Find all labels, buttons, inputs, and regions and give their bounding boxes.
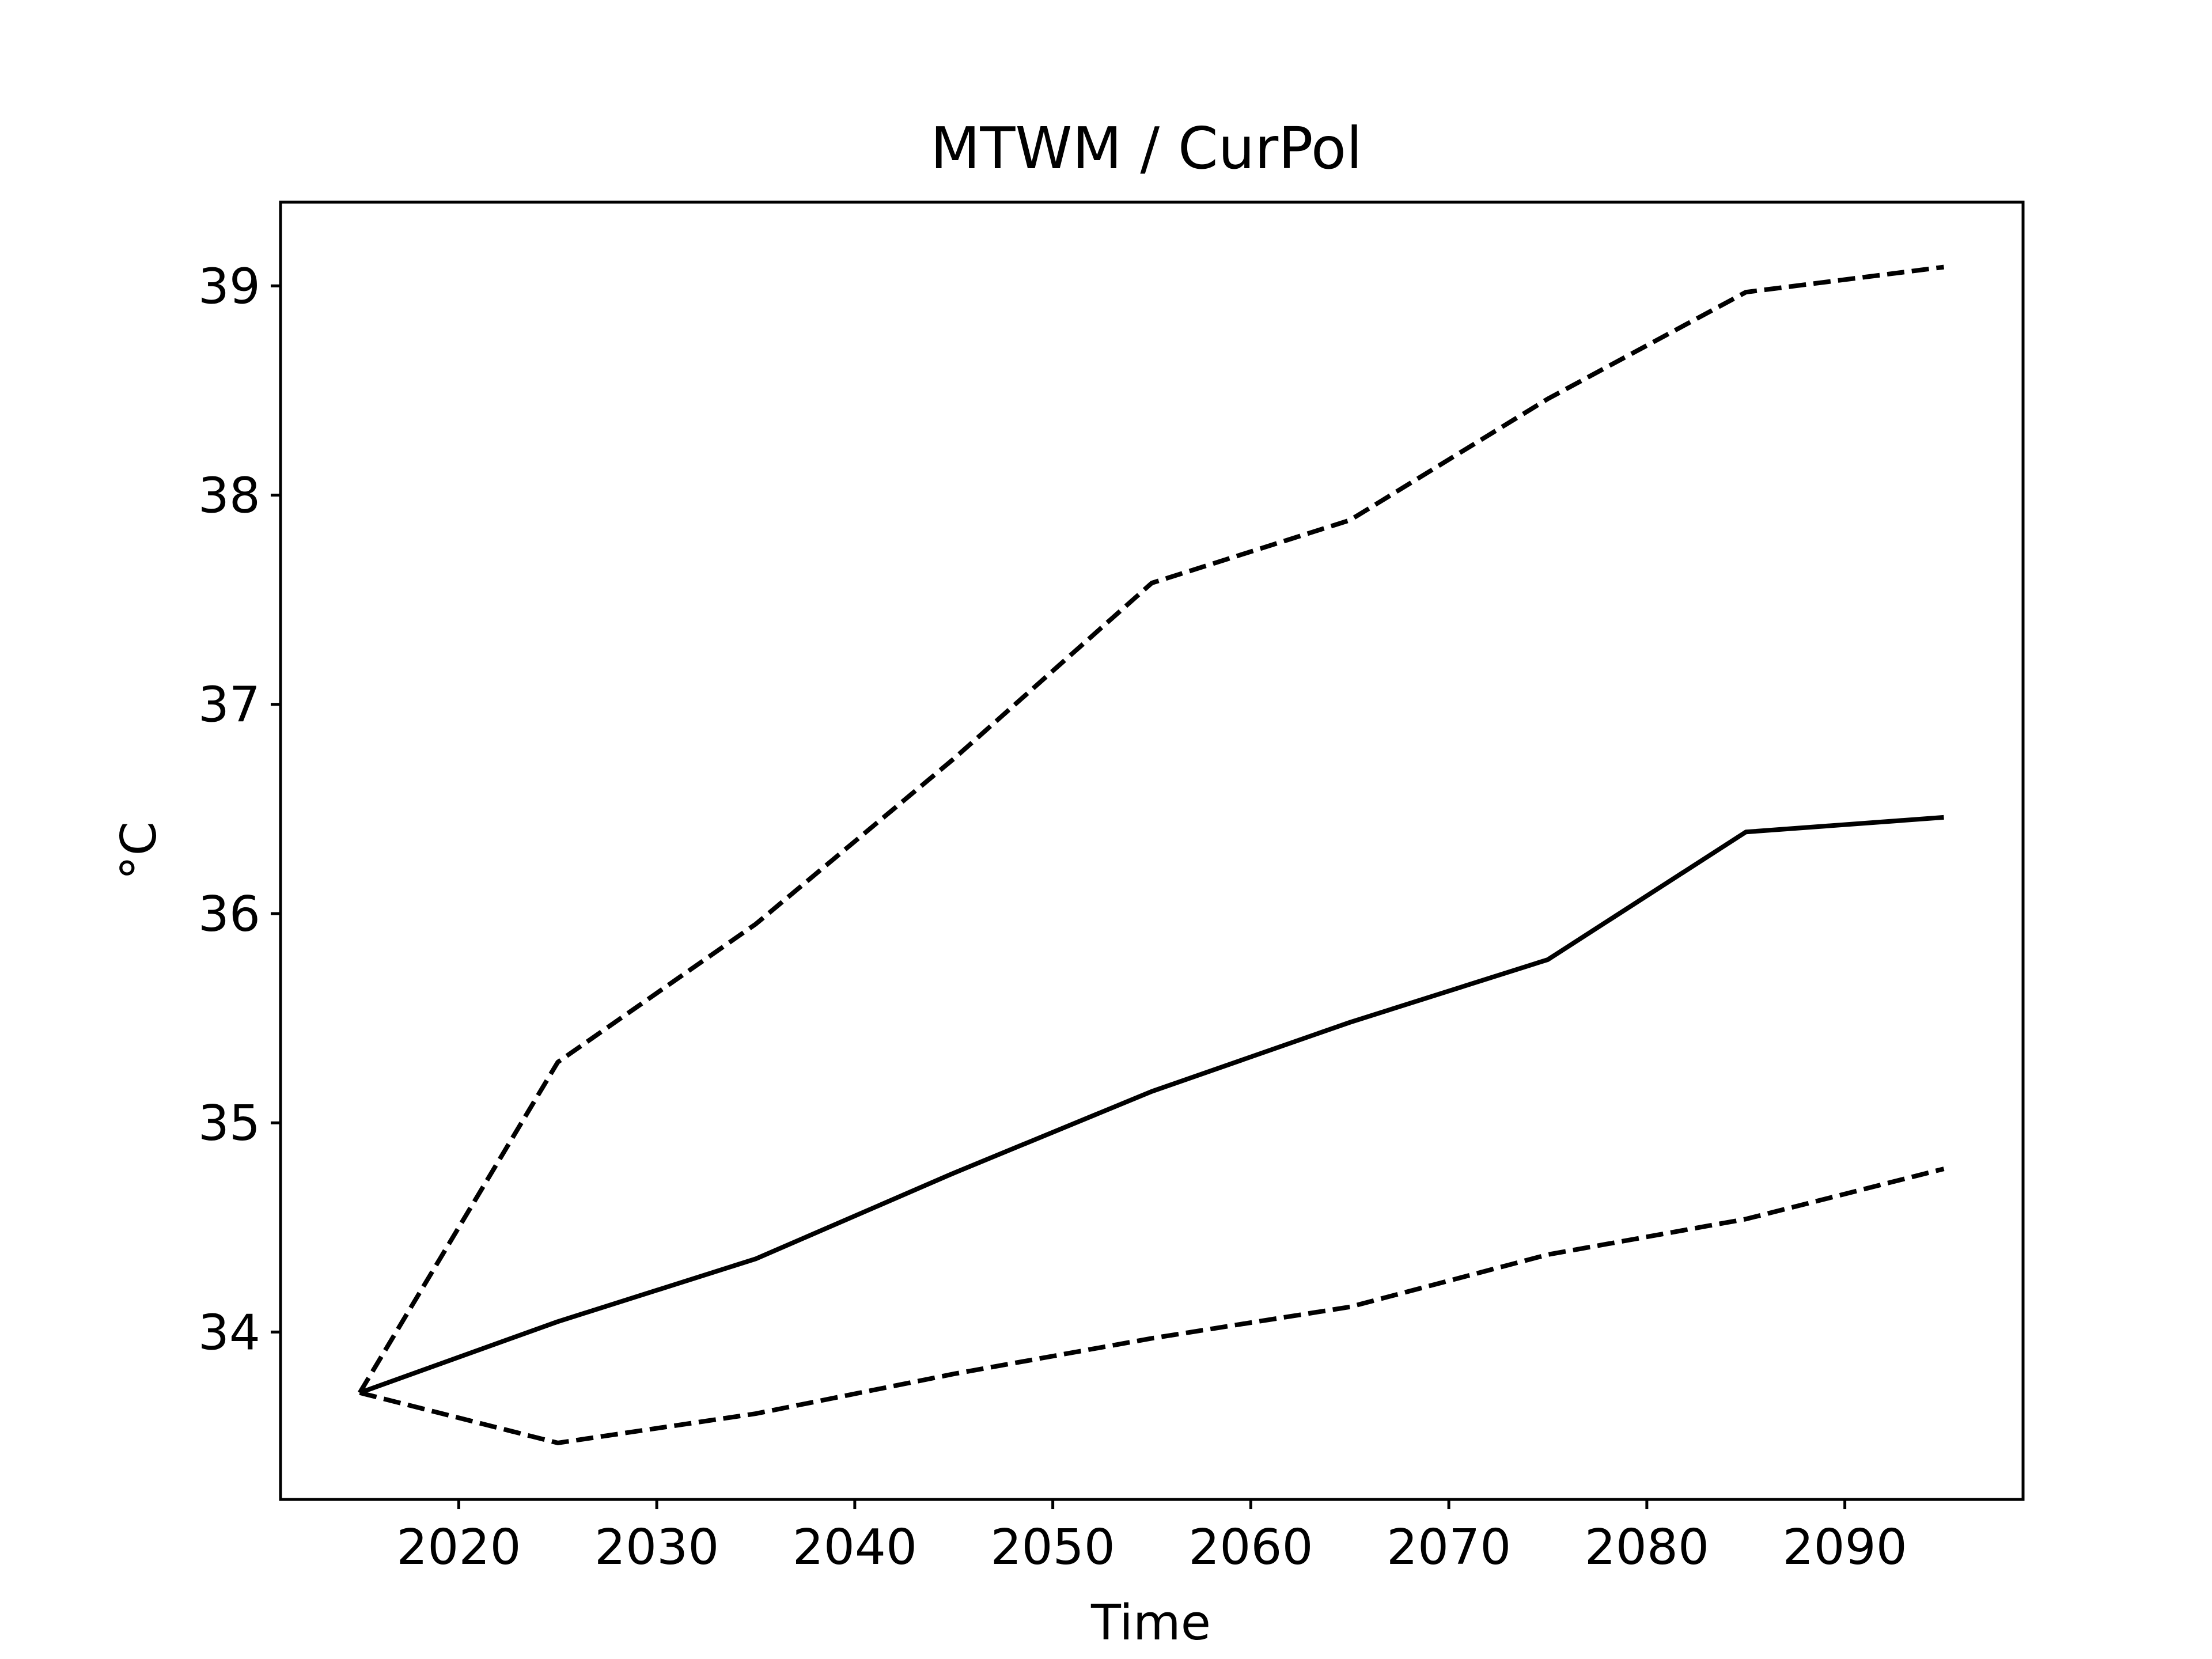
x-tick-label: 2040 bbox=[793, 1519, 917, 1576]
y-tick-labels: 34 35 36 37 38 39 bbox=[198, 258, 281, 1361]
plot-lines bbox=[358, 264, 1945, 1445]
series-line-upper bbox=[358, 264, 1945, 1394]
y-tick-label: 35 bbox=[198, 1095, 260, 1152]
y-axis-label: °C bbox=[111, 821, 168, 880]
y-tick-label: 34 bbox=[198, 1304, 260, 1361]
x-tick-label: 2080 bbox=[1585, 1519, 1709, 1576]
series-line-median bbox=[359, 815, 1944, 1395]
x-tick-label: 2060 bbox=[1188, 1519, 1313, 1576]
y-tick-label: 39 bbox=[198, 258, 260, 315]
series-line-lower bbox=[359, 1166, 1945, 1445]
y-tick-label: 37 bbox=[198, 677, 260, 734]
plot-area-frame bbox=[279, 200, 2025, 1501]
x-tick-labels: 2020 2030 2040 2050 2060 2070 2080 2090 bbox=[396, 1499, 1907, 1576]
x-axis-label: Time bbox=[1090, 1594, 1211, 1652]
y-tick-label: 36 bbox=[198, 886, 260, 943]
x-tick-label: 2020 bbox=[396, 1519, 521, 1576]
x-tick-label: 2090 bbox=[1782, 1519, 1907, 1576]
x-tick-label: 2050 bbox=[990, 1519, 1115, 1576]
x-tick-label: 2070 bbox=[1387, 1519, 1511, 1576]
chart-title: MTWM / CurPol bbox=[930, 115, 1362, 182]
x-tick-label: 2030 bbox=[594, 1519, 719, 1576]
y-tick-label: 38 bbox=[198, 468, 260, 525]
